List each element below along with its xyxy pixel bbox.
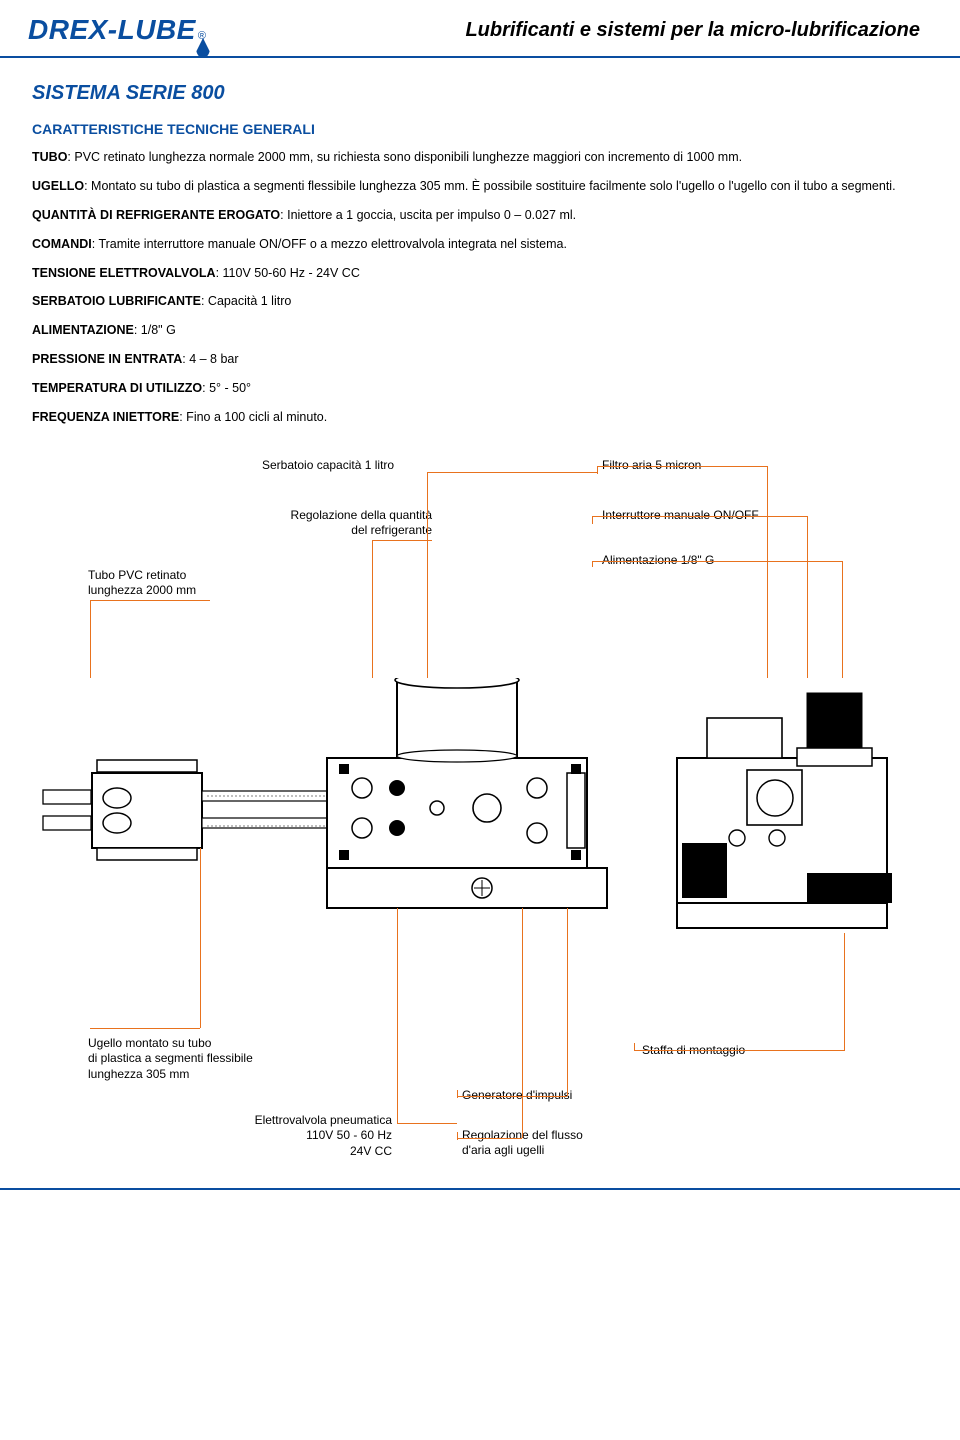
- footer-rule: [0, 1188, 960, 1190]
- callout-line: 24V CC: [212, 1144, 392, 1160]
- spec-label: SERBATOIO LUBRIFICANTE: [32, 294, 201, 308]
- callout-serbatoio: Serbatoio capacità 1 litro: [262, 458, 394, 474]
- callout-line: Tubo PVC retinato: [88, 568, 196, 584]
- callout-ugello: Ugello montato su tubo di plastica a seg…: [88, 1036, 253, 1083]
- callout-tubo-pvc: Tubo PVC retinato lunghezza 2000 mm: [88, 568, 196, 599]
- technical-diagram: Serbatoio capacità 1 litro Filtro aria 5…: [32, 448, 920, 1168]
- page-subtitle: CARATTERISTICHE TECNICHE GENERALI: [32, 121, 920, 137]
- leader-line: [522, 908, 523, 1138]
- leader-line: [457, 1096, 567, 1097]
- leader-line: [597, 466, 598, 474]
- leader-line: [634, 1043, 635, 1051]
- spec-text: : 4 – 8 bar: [182, 352, 238, 366]
- leader-line: [592, 561, 842, 562]
- spec-label: TUBO: [32, 150, 67, 164]
- brand-logo: DREX-LUBE ®: [28, 14, 206, 46]
- spec-text: : Fino a 100 cicli al minuto.: [179, 410, 327, 424]
- spec-text: : Capacità 1 litro: [201, 294, 291, 308]
- spec-text: : PVC retinato lunghezza normale 2000 mm…: [67, 150, 742, 164]
- spec-tubo: TUBO: PVC retinato lunghezza normale 200…: [32, 149, 920, 166]
- spec-label: PRESSIONE IN ENTRATA: [32, 352, 182, 366]
- spec-temperatura: TEMPERATURA DI UTILIZZO: 5° - 50°: [32, 380, 920, 397]
- registered-icon: ®: [198, 30, 206, 42]
- spec-text: : 5° - 50°: [202, 381, 251, 395]
- header-title: Lubrificanti e sistemi per la micro-lubr…: [465, 19, 920, 42]
- callout-regolazione-quantita: Regolazione della quantità del refrigera…: [262, 508, 432, 539]
- leader-line: [90, 1028, 200, 1029]
- callout-line: lunghezza 2000 mm: [88, 583, 196, 599]
- spec-label: ALIMENTAZIONE: [32, 323, 134, 337]
- leader-line: [634, 1050, 844, 1051]
- callout-line: del refrigerante: [262, 523, 432, 539]
- leader-line: [844, 933, 845, 1051]
- leader-line: [200, 848, 201, 1028]
- spec-text: : Iniettore a 1 goccia, uscita per impul…: [280, 208, 576, 222]
- leader-line: [427, 472, 428, 712]
- leader-line: [427, 472, 597, 473]
- leader-line: [597, 466, 767, 467]
- spec-text: : 1/8" G: [134, 323, 176, 337]
- callout-line: lunghezza 305 mm: [88, 1067, 253, 1083]
- machine-drawing: [37, 678, 907, 988]
- spec-label: TENSIONE ELETTROVALVOLA: [32, 266, 216, 280]
- leader-line: [397, 1123, 457, 1124]
- machine-svg: [37, 678, 907, 988]
- page-header: DREX-LUBE ® Lubrificanti e sistemi per l…: [0, 0, 960, 58]
- leader-line: [592, 561, 593, 567]
- leader-line: [372, 540, 432, 541]
- callout-line: Elettrovalvola pneumatica: [212, 1113, 392, 1129]
- leader-line: [592, 516, 807, 517]
- spec-tensione: TENSIONE ELETTROVALVOLA: 110V 50-60 Hz -…: [32, 265, 920, 282]
- spec-frequenza: FREQUENZA INIETTORE: Fino a 100 cicli al…: [32, 409, 920, 426]
- leader-line: [592, 516, 593, 524]
- spec-label: COMANDI: [32, 237, 92, 251]
- spec-text: : Tramite interruttore manuale ON/OFF o …: [92, 237, 567, 251]
- logo-text: DREX-LUBE: [28, 14, 196, 46]
- page-content: SISTEMA SERIE 800 CARATTERISTICHE TECNIC…: [0, 58, 960, 1178]
- leader-line: [90, 600, 210, 601]
- callout-line: Ugello montato su tubo: [88, 1036, 253, 1052]
- leader-line: [457, 1138, 522, 1139]
- spec-label: UGELLO: [32, 179, 84, 193]
- spec-label: FREQUENZA INIETTORE: [32, 410, 179, 424]
- spec-label: QUANTITÀ DI REFRIGERANTE EROGATO: [32, 208, 280, 222]
- spec-alimentazione: ALIMENTAZIONE: 1/8" G: [32, 322, 920, 339]
- spec-serbatoio: SERBATOIO LUBRIFICANTE: Capacità 1 litro: [32, 293, 920, 310]
- leader-line: [457, 1132, 458, 1140]
- spec-text: : Montato su tubo di plastica a segmenti…: [84, 179, 895, 193]
- spec-quantita: QUANTITÀ DI REFRIGERANTE EROGATO: Iniett…: [32, 207, 920, 224]
- spec-ugello: UGELLO: Montato su tubo di plastica a se…: [32, 178, 920, 195]
- spec-pressione: PRESSIONE IN ENTRATA: 4 – 8 bar: [32, 351, 920, 368]
- callout-line: 110V 50 - 60 Hz: [212, 1128, 392, 1144]
- leader-line: [397, 908, 398, 1123]
- callout-line: Regolazione della quantità: [262, 508, 432, 524]
- callout-elettrovalvola: Elettrovalvola pneumatica 110V 50 - 60 H…: [212, 1113, 392, 1160]
- spec-text: : 110V 50-60 Hz - 24V CC: [216, 266, 360, 280]
- spec-label: TEMPERATURA DI UTILIZZO: [32, 381, 202, 395]
- callout-line: di plastica a segmenti flessibile: [88, 1051, 253, 1067]
- callout-line: d'aria agli ugelli: [462, 1143, 583, 1159]
- leader-line: [457, 1090, 458, 1098]
- page-title: SISTEMA SERIE 800: [32, 82, 920, 105]
- spec-comandi: COMANDI: Tramite interruttore manuale ON…: [32, 236, 920, 253]
- leader-line: [567, 908, 568, 1096]
